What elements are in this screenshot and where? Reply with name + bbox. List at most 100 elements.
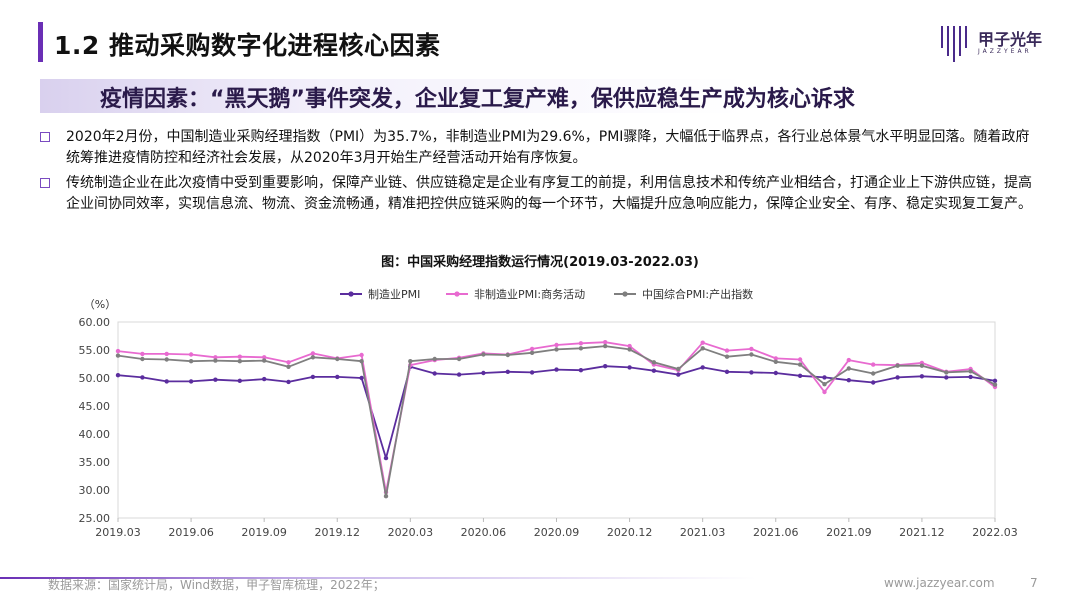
y-axis-label: （%）	[84, 298, 116, 311]
data-point	[627, 365, 632, 370]
series-line	[117, 341, 996, 494]
data-point	[676, 366, 681, 372]
y-tick-label: 40.00	[79, 428, 111, 441]
data-point	[724, 354, 730, 359]
subtitle: 疫情因素：“黑天鹅”事件突发，企业复工复产难，保供应稳生产成为核心诉求	[100, 87, 855, 112]
data-point	[188, 352, 194, 357]
data-point	[968, 369, 973, 374]
data-point	[115, 348, 121, 354]
y-tick-label: 30.00	[79, 484, 111, 497]
data-point	[359, 375, 364, 381]
data-point	[992, 378, 998, 383]
data-point	[919, 374, 925, 379]
y-tick-label: 45.00	[79, 400, 111, 413]
data-point	[871, 380, 876, 385]
y-tick-label: 60.00	[79, 316, 111, 329]
data-point	[140, 375, 145, 380]
data-point	[651, 368, 657, 373]
data-point	[481, 352, 486, 357]
data-point	[895, 363, 900, 368]
legend-marker	[348, 291, 354, 297]
data-point	[700, 346, 705, 351]
data-point	[213, 377, 218, 382]
y-tick-label: 25.00	[79, 512, 111, 525]
data-point	[822, 389, 827, 395]
x-tick-label: 2021.06	[753, 526, 799, 539]
data-point	[529, 370, 535, 375]
bullet-item: 传统制造企业在此次疫情中受到重要影响，保障产业链、供应链稳定是企业有序复工的前提…	[40, 173, 1040, 215]
legend-label: 中国综合PMI:产出指数	[642, 287, 753, 301]
data-point	[335, 374, 340, 380]
data-point	[115, 373, 121, 378]
data-point	[871, 371, 876, 376]
data-source: 数据来源：国家统计局，Wind数据，甲子智库梳理，2022年；	[48, 578, 385, 592]
data-point	[237, 354, 242, 359]
pmi-line-chart: 25.00 30.00 35.00 40.00 45.00 50.00 55.00 60.00…	[79, 287, 1018, 539]
title-accent-bar	[38, 22, 43, 62]
data-point	[359, 359, 364, 364]
data-point	[237, 378, 242, 383]
x-tick-label: 2019.12	[315, 526, 361, 539]
y-tick-label: 50.00	[79, 372, 111, 385]
data-point	[797, 373, 803, 378]
data-point	[529, 346, 535, 352]
logo-bars-icon	[941, 26, 967, 62]
data-point	[871, 362, 876, 367]
data-point	[213, 358, 218, 363]
bullet-text: 2020年2月份，中国制造业采购经理指数（PMI）为35.7%，非制造业PMI为…	[66, 129, 1030, 166]
data-point	[968, 374, 973, 380]
data-point	[603, 340, 608, 345]
data-point	[554, 342, 559, 348]
page-number: 7	[1030, 576, 1038, 590]
data-point	[944, 375, 949, 380]
data-point	[529, 350, 535, 355]
data-point	[188, 359, 194, 364]
data-point	[115, 353, 121, 358]
data-point	[164, 357, 169, 362]
data-point	[895, 375, 900, 380]
data-point	[578, 341, 584, 346]
footer-divider	[0, 577, 1080, 579]
x-tick-label: 2020.03	[388, 526, 434, 539]
data-point	[578, 368, 584, 373]
data-point	[724, 369, 730, 374]
x-tick-label: 2021.09	[826, 526, 872, 539]
data-point	[383, 494, 389, 499]
data-point	[262, 355, 267, 360]
data-point	[603, 364, 608, 369]
data-point	[724, 348, 730, 353]
data-point	[773, 359, 778, 364]
data-point	[578, 346, 584, 351]
data-point	[944, 370, 949, 375]
x-tick-label: 2019.03	[95, 526, 141, 539]
data-point	[359, 352, 364, 358]
brand-logo: 甲子光年 JAZZYEAR	[938, 22, 1058, 66]
data-point	[505, 369, 510, 374]
data-point	[213, 355, 218, 360]
data-point	[846, 378, 851, 383]
data-point	[505, 352, 510, 358]
data-point	[651, 360, 657, 365]
bullet-item: 2020年2月份，中国制造业采购经理指数（PMI）为35.7%，非制造业PMI为…	[40, 127, 1040, 169]
x-tick-label: 2019.09	[241, 526, 287, 539]
legend-marker	[622, 291, 628, 297]
data-point	[773, 370, 778, 376]
data-point	[286, 379, 291, 385]
x-tick-label: 2020.09	[534, 526, 580, 539]
data-point	[408, 359, 413, 364]
data-point	[262, 358, 267, 363]
logo-subtext: JAZZYEAR	[978, 48, 1032, 55]
data-point	[554, 347, 559, 352]
data-point	[603, 343, 608, 349]
data-point	[237, 359, 242, 364]
data-point	[286, 364, 291, 369]
legend-marker	[454, 291, 460, 297]
data-point	[164, 351, 169, 357]
data-point	[554, 367, 559, 372]
data-point	[822, 375, 827, 380]
x-tick-label: 2021.12	[899, 526, 945, 539]
data-point	[140, 356, 145, 362]
y-tick-label: 55.00	[79, 344, 111, 357]
subtitle-band	[40, 79, 980, 113]
chart-title: 图：中国采购经理指数运行情况(2019.03-2022.03)	[381, 255, 699, 270]
